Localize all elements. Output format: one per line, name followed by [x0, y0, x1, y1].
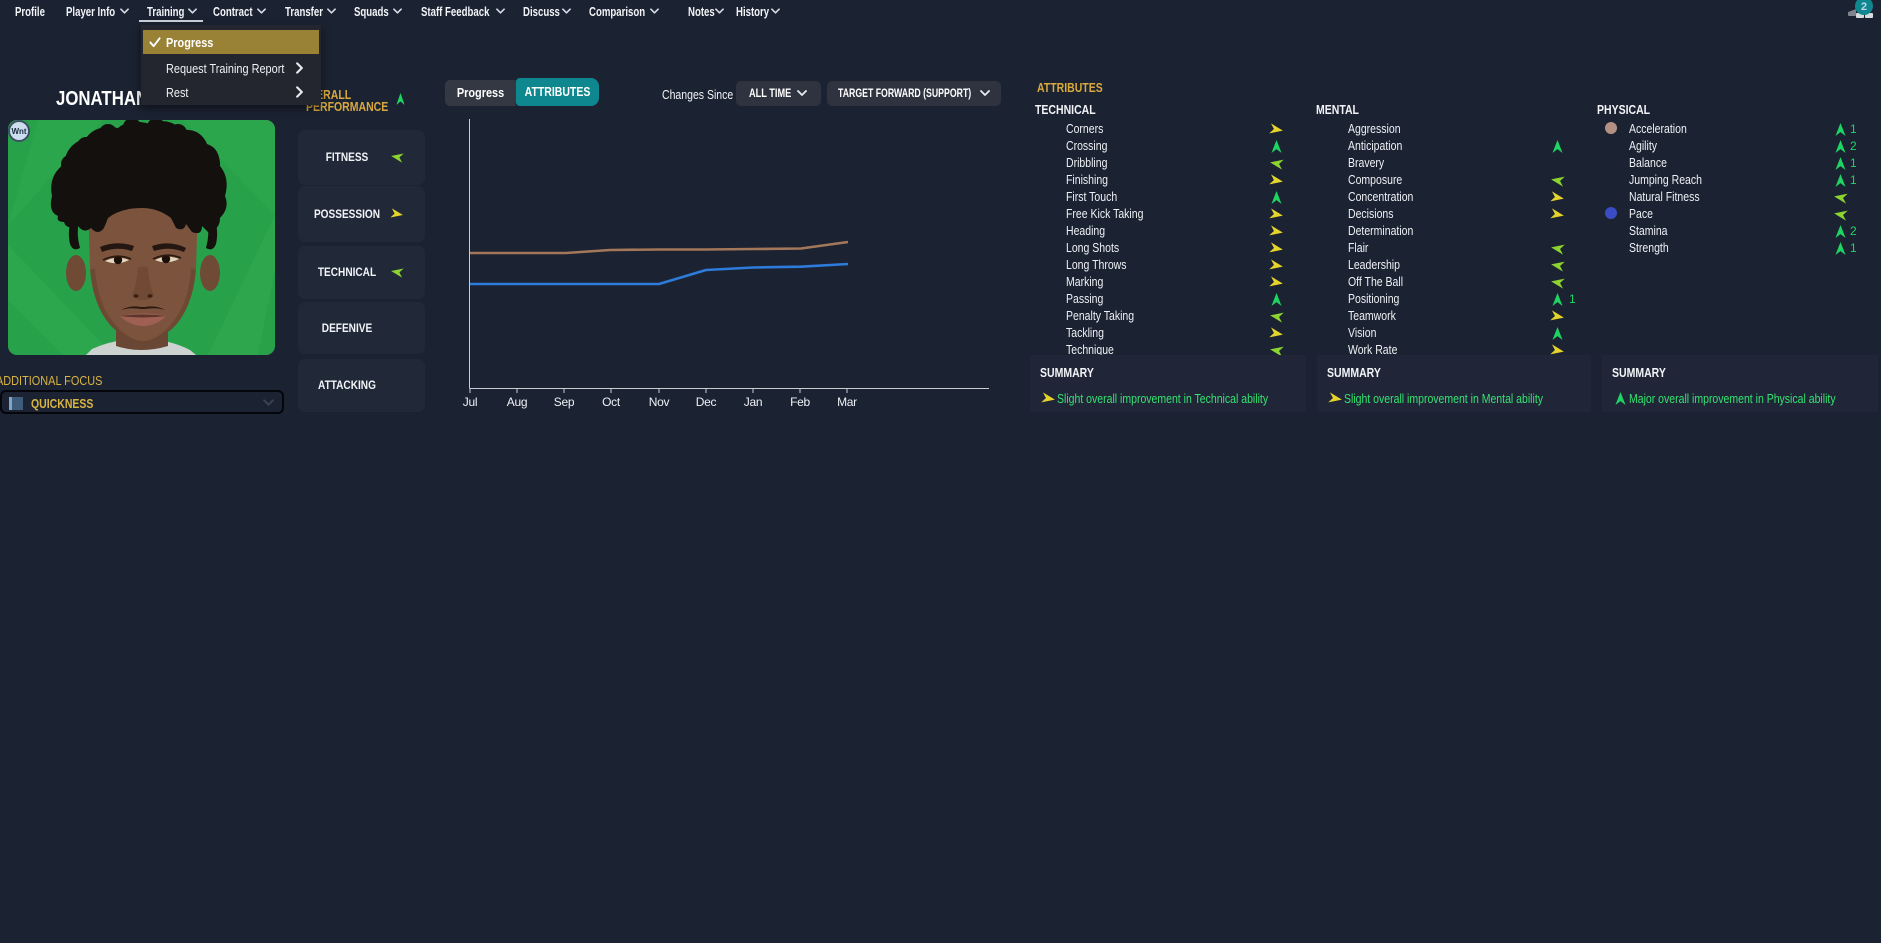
svg-text:Jan: Jan [744, 395, 762, 409]
svg-text:Dec: Dec [696, 395, 717, 409]
svg-text:Wnt: Wnt [11, 127, 26, 136]
svg-text:Nov: Nov [649, 395, 670, 409]
svg-text:Jul: Jul [463, 395, 477, 409]
svg-text:Mar: Mar [837, 395, 857, 409]
svg-text:Aug: Aug [507, 395, 527, 409]
svg-text:Oct: Oct [602, 395, 621, 409]
svg-text:Sep: Sep [554, 395, 575, 409]
svg-text:Feb: Feb [790, 395, 810, 409]
